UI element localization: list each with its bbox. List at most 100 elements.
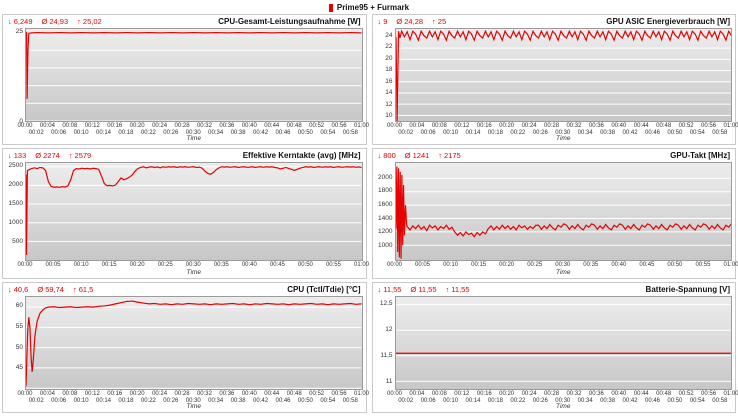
x-tick-label: 00:20 [499, 123, 515, 129]
y-tick-label: 1600 [378, 200, 393, 208]
x-tick-label: 01:00 [353, 391, 370, 397]
x-tick-label: 00:12 [454, 391, 470, 397]
x-tick-label: 00:44 [633, 391, 649, 397]
x-axis-title: Time [186, 403, 201, 410]
x-tick-label: 00:52 [678, 123, 694, 129]
x-tick-label: 00:04 [409, 123, 425, 129]
chart-legend: Prime95 + Furmark [0, 0, 738, 13]
stat-avg: Ø 59,74 [37, 285, 64, 294]
x-tick-label: 00:52 [309, 123, 325, 129]
chart-title: Effektive Kerntakte (avg) [MHz] [242, 151, 361, 160]
y-tick-label: 1400 [378, 214, 393, 222]
x-tick-label: 00:26 [163, 397, 179, 404]
x-tick-label: 00:06 [51, 397, 67, 404]
plot-row: 2000 1800 1600 1400 1200 1000 [373, 162, 736, 261]
data-series-line [26, 301, 362, 386]
plot-area [394, 296, 732, 390]
stat-min-value: 40,6 [13, 285, 29, 294]
x-tick-label: 00:24 [152, 123, 168, 129]
stat-min: ↓ 6,249 [8, 17, 33, 26]
x-tick-label: 00:32 [196, 391, 212, 397]
x-tick-label: 00:30 [555, 262, 571, 268]
y-tick-label: 50 [15, 343, 23, 351]
chart-stats: ↓ 9 Ø 24,28 ↑ 25 [378, 17, 447, 26]
y-tick-label: 12,5 [379, 299, 393, 307]
data-series-line [26, 167, 362, 255]
x-tick-label: 00:38 [600, 129, 616, 136]
x-tick-label: 00:34 [577, 397, 593, 404]
x-tick-label: 00:00 [17, 123, 33, 129]
plot-area [25, 296, 363, 390]
y-tick-label: 1800 [378, 187, 393, 195]
x-tick-label: 00:08 [62, 123, 78, 129]
x-tick-label: 00:28 [544, 391, 560, 397]
x-tick-label: 00:54 [689, 129, 705, 136]
x-tick-label: 00:20 [129, 262, 145, 268]
x-tick-label: 00:08 [431, 391, 447, 397]
x-tick-label: 00:28 [174, 391, 190, 397]
x-tick-label: 00:00 [17, 262, 33, 268]
average-icon: Ø [404, 151, 411, 160]
x-tick-label: 00:50 [667, 397, 683, 404]
average-icon: Ø [37, 285, 44, 294]
y-tick-label: 16 [385, 77, 393, 85]
chart-svg [26, 29, 362, 121]
x-tick-label: 00:58 [712, 129, 728, 136]
x-tick-label: 00:14 [465, 129, 481, 136]
chart-svg [396, 163, 732, 260]
x-tick-label: 00:36 [588, 391, 604, 397]
x-tick-label: 00:38 [230, 397, 246, 404]
chart-panel: ↓ 9 Ø 24,28 ↑ 25 GPU ASIC Energieverbrau… [371, 14, 738, 145]
y-tick-label: 500 [12, 237, 23, 245]
max-arrow-icon: ↑ [445, 285, 450, 294]
x-tick-label: 00:50 [297, 397, 313, 404]
x-tick-label: 00:18 [118, 397, 134, 404]
y-tick-label: 0 [19, 117, 23, 125]
y-tick-label: 55 [15, 322, 23, 330]
chart-stats: ↓ 800 Ø 1241 ↑ 2175 [378, 151, 461, 160]
x-tick-label: 00:16 [107, 391, 123, 397]
x-axis-title: Time [556, 403, 571, 410]
stat-max-value: 11,55 [451, 285, 470, 294]
x-tick-label: 00:10 [443, 262, 459, 268]
x-tick-label: 00:35 [213, 262, 229, 268]
stat-max-value: 2579 [74, 151, 92, 160]
y-tick-label: 12 [385, 100, 393, 108]
stat-avg-value: 11,55 [418, 285, 437, 294]
x-tick-label: 00:30 [555, 129, 571, 136]
min-arrow-icon: ↓ [8, 151, 12, 160]
x-tick-label: 00:16 [476, 123, 492, 129]
x-tick-label: 00:50 [667, 262, 683, 268]
x-tick-label: 00:30 [555, 397, 571, 404]
y-tick-label: 11,5 [380, 351, 393, 359]
x-tick-label: 00:12 [84, 123, 100, 129]
chart-svg [26, 163, 362, 260]
x-tick-label: 01:00 [353, 123, 370, 129]
chart-panel: ↓ 11,55 Ø 11,55 ↑ 11,55 Batterie-Spannun… [371, 282, 738, 413]
y-tick-label: 10 [385, 112, 393, 120]
stat-min: ↓ 800 [378, 151, 396, 160]
plot-area [25, 28, 363, 122]
x-tick-label: 00:42 [253, 397, 269, 404]
x-tick-label: 00:48 [656, 391, 672, 397]
y-tick-label: 18 [385, 66, 393, 74]
chart-stats: ↓ 133 Ø 2274 ↑ 2579 [8, 151, 91, 160]
stat-min: ↓ 11,55 [378, 285, 402, 294]
y-tick-label: 1200 [378, 228, 393, 236]
legend-label: Prime95 + Furmark [336, 3, 410, 12]
x-tick-label: 00:22 [510, 397, 526, 404]
chart-panel: ↓ 6,249 Ø 24,93 ↑ 25,02 CPU-Gesamt-Leist… [2, 14, 370, 145]
data-series-line [396, 31, 732, 121]
chart-stats: ↓ 6,249 Ø 24,93 ↑ 25,02 [8, 17, 102, 26]
x-tick-label: 00:32 [196, 123, 212, 129]
x-axis-title: Time [186, 135, 201, 142]
chart-svg [26, 297, 362, 389]
x-tick-label: 00:55 [695, 262, 711, 268]
x-tick-label: 00:54 [320, 397, 336, 404]
x-tick-label: 00:54 [320, 129, 336, 136]
x-tick-label: 00:20 [129, 123, 145, 129]
x-tick-label: 00:42 [253, 129, 269, 136]
y-tick-label: 1000 [378, 241, 393, 249]
x-tick-label: 00:36 [219, 123, 235, 129]
x-tick-label: 00:26 [532, 129, 548, 136]
